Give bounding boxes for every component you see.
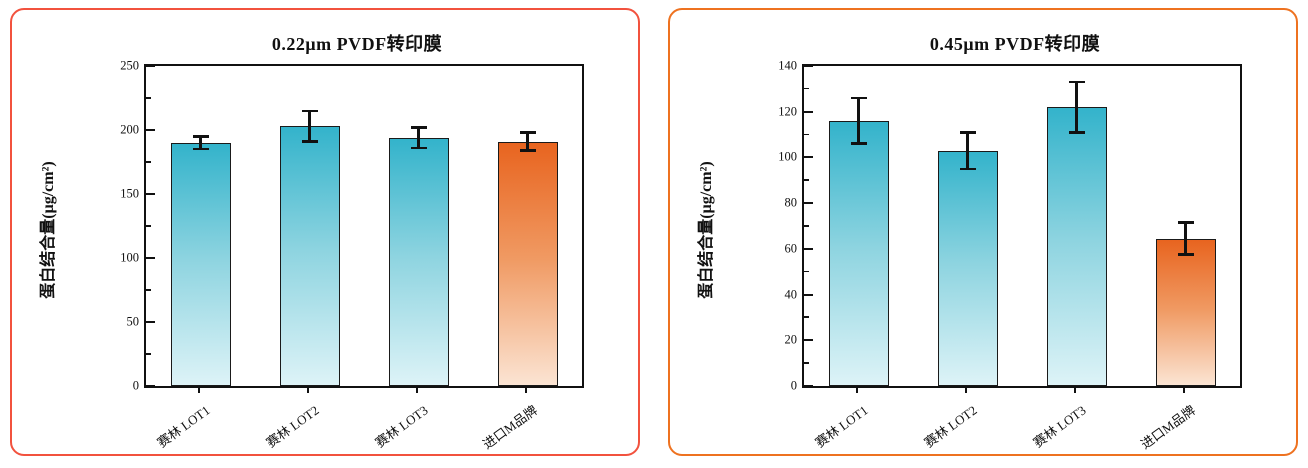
error-bar: [1184, 222, 1187, 255]
y-axis-label: 蛋白结合量(μg/cm²): [40, 161, 57, 299]
bar: [828, 120, 889, 386]
error-bar-cap: [959, 130, 976, 134]
bar: [937, 150, 998, 386]
x-tick-label: 赛林 LOT1: [812, 402, 872, 451]
x-tick-label: 赛林 LOT2: [263, 402, 323, 451]
y-tick: [146, 65, 155, 67]
x-tick: [1182, 386, 1185, 393]
x-tick: [415, 386, 418, 393]
y-tick-label: 150: [120, 186, 139, 201]
error-bar-cap: [1068, 130, 1085, 134]
y-tick: [804, 110, 813, 113]
error-bar: [1075, 82, 1078, 133]
y-minor-tick: [804, 133, 809, 136]
y-tick-label: 140: [778, 58, 797, 73]
chart-title: 0.22μm PVDF转印膜: [271, 34, 443, 54]
x-tick-label: 赛林 LOT1: [154, 402, 214, 451]
y-tick-label: 60: [784, 241, 798, 256]
error-bar-cap: [850, 142, 867, 145]
error-bar-cap: [1177, 253, 1194, 256]
x-axis-labels: 赛林 LOT1 赛林 LOT2 赛林 LOT3 进口M品牌: [144, 386, 580, 456]
bar: [170, 142, 231, 386]
plot-area: 140 120 100 80 60 40 20 0: [778, 59, 1242, 393]
x-tick-label: 赛林 LOT3: [1030, 402, 1090, 451]
y-minor-tick: [804, 362, 809, 364]
y-tick-label: 0: [790, 378, 797, 393]
y-tick-label: 200: [120, 122, 139, 137]
y-tick: [804, 385, 813, 387]
error-bar: [966, 132, 969, 169]
y-minor-tick: [146, 353, 151, 355]
error-bar-cap: [1068, 80, 1085, 84]
y-tick: [804, 202, 813, 205]
error-bar: [857, 98, 860, 144]
y-tick-label: 120: [778, 104, 797, 119]
error-bar-cap: [301, 109, 318, 113]
y-tick: [804, 339, 813, 342]
error-bar-cap: [301, 140, 318, 143]
x-tick: [197, 386, 200, 393]
plot-area: 250 200 150 100 50 0: [120, 59, 584, 393]
y-tick-label: 50: [126, 314, 140, 329]
x-tick: [1073, 386, 1076, 393]
x-tick-label: 进口M品牌: [479, 402, 541, 452]
x-tick: [964, 386, 967, 393]
y-tick: [146, 321, 155, 323]
y-tick-label: 250: [120, 58, 139, 73]
bar: [1155, 238, 1216, 386]
y-tick-label: 100: [120, 250, 139, 265]
y-tick: [804, 247, 813, 250]
y-tick-label: 100: [778, 149, 797, 164]
y-tick-label: 80: [784, 195, 798, 210]
chart-title: 0.45μm PVDF转印膜: [929, 34, 1101, 54]
bar: [497, 141, 558, 386]
y-minor-tick: [146, 161, 151, 163]
chart-panel-022um: 0.22μm PVDF转印膜 蛋白结合量(μg/cm²) 250 200 150 10…: [10, 8, 640, 456]
y-tick: [146, 129, 155, 131]
y-tick: [146, 385, 155, 387]
error-bar-cap: [519, 131, 536, 134]
x-tick: [306, 386, 309, 393]
y-tick: [804, 65, 813, 67]
y-tick-label: 0: [132, 378, 139, 393]
bar: [1046, 107, 1107, 386]
x-axis-labels: 赛林 LOT1 赛林 LOT2 赛林 LOT3 进口M品牌: [802, 386, 1238, 456]
x-tick-label: 赛林 LOT3: [372, 402, 432, 451]
y-minor-tick: [804, 316, 809, 319]
y-tick: [146, 193, 155, 195]
error-bar-cap: [1177, 221, 1194, 224]
chart-panel-045um: 0.45μm PVDF转印膜 蛋白结合量(μg/cm²) 140 120 100 80…: [668, 8, 1298, 456]
y-minor-tick: [804, 179, 809, 181]
error-bar-cap: [959, 167, 976, 171]
error-bar-cap: [192, 135, 209, 138]
error-bar-cap: [192, 147, 209, 151]
y-minor-tick: [146, 97, 151, 99]
x-tick: [855, 386, 858, 393]
y-tick: [804, 156, 813, 159]
y-tick: [146, 257, 155, 259]
x-tick: [524, 386, 527, 393]
y-tick-label: 20: [784, 332, 798, 347]
y-minor-tick: [146, 225, 151, 227]
error-bar: [308, 110, 311, 142]
x-tick-label: 赛林 LOT2: [921, 402, 981, 451]
y-minor-tick: [804, 87, 809, 90]
error-bar-cap: [410, 146, 427, 150]
error-bar: [526, 132, 529, 151]
x-tick-label: 进口M品牌: [1137, 402, 1199, 452]
y-minor-tick: [146, 289, 151, 291]
error-bar-cap: [519, 149, 536, 152]
bar: [279, 126, 340, 386]
error-bar-cap: [410, 126, 427, 129]
y-minor-tick: [804, 225, 809, 227]
bar: [388, 137, 449, 386]
error-bar-cap: [850, 96, 867, 100]
y-axis-label: 蛋白结合量(μg/cm²): [698, 161, 715, 299]
y-minor-tick: [804, 270, 809, 273]
error-bar: [199, 136, 202, 150]
y-tick: [804, 293, 813, 296]
error-bar: [417, 127, 420, 148]
y-tick-label: 40: [784, 287, 798, 302]
